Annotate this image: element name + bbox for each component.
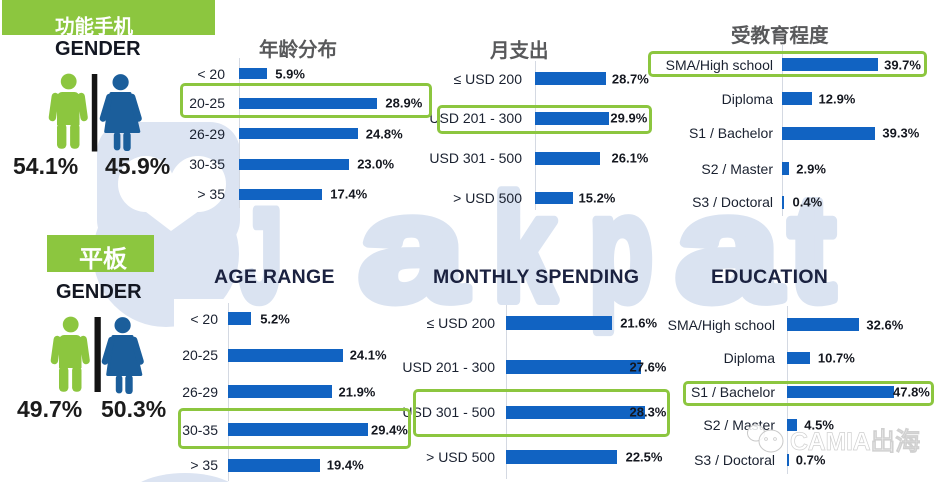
svg-text:t: t <box>789 164 835 332</box>
svg-text:p: p <box>589 164 653 332</box>
svg-text:a: a <box>359 164 467 332</box>
svg-text:J: J <box>240 182 282 328</box>
svg-text:CAMIA出海: CAMIA出海 <box>790 427 920 456</box>
svg-text:a: a <box>676 164 782 332</box>
